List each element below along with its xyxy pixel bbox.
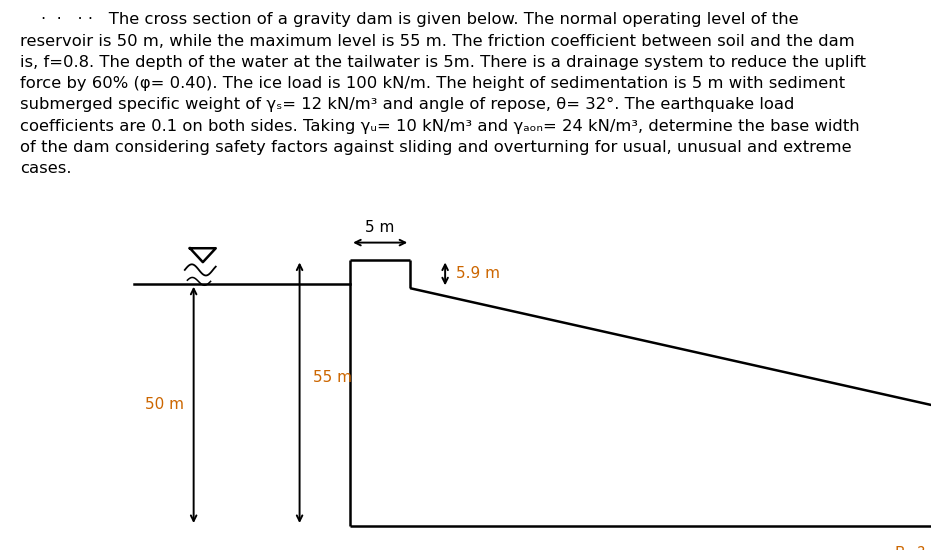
Text: ·  ·   · ·   The cross section of a gravity dam is given below. The normal opera: · · · · The cross section of a gravity d… xyxy=(21,13,867,176)
Text: 5.9 m: 5.9 m xyxy=(456,266,500,282)
Text: 50 m: 50 m xyxy=(146,398,184,412)
Text: 5 m: 5 m xyxy=(366,220,395,235)
Text: B=?: B=? xyxy=(895,546,926,550)
Text: 55 m: 55 m xyxy=(313,370,352,385)
